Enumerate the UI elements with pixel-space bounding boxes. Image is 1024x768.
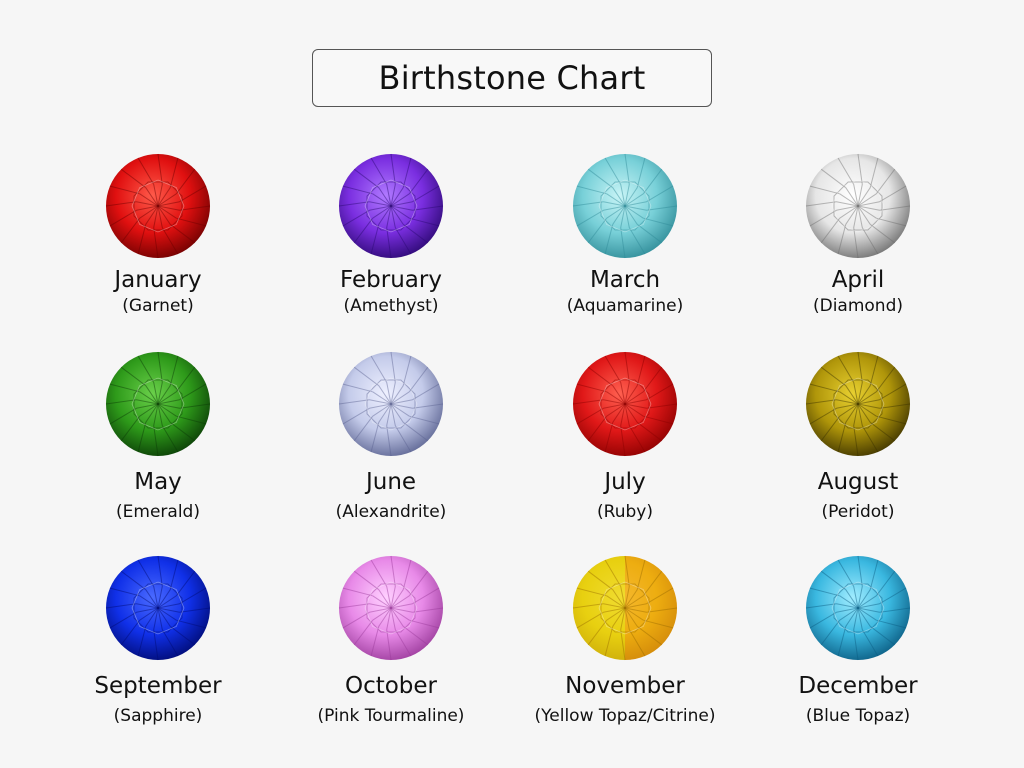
- gem-icon: [105, 555, 211, 661]
- month-label: October: [344, 673, 438, 699]
- stone-label: (Blue Topaz): [805, 706, 911, 726]
- birthstone-may: May (Emerald): [43, 351, 273, 523]
- gem-icon: [338, 351, 444, 457]
- birthstone-july: July (Ruby): [510, 351, 740, 523]
- birthstone-june: June (Alexandrite): [276, 351, 506, 523]
- gem-icon: [805, 555, 911, 661]
- birthstone-december: December (Blue Topaz): [743, 555, 973, 727]
- stone-label: (Yellow Topaz/Citrine): [534, 706, 716, 726]
- gem-icon: [338, 153, 444, 259]
- month-label: June: [365, 469, 417, 495]
- stone-label: (Ruby): [597, 502, 653, 522]
- month-label: December: [798, 673, 918, 699]
- month-label: May: [134, 469, 182, 495]
- gem-icon: [105, 153, 211, 259]
- birthstone-september: September (Sapphire): [43, 555, 273, 727]
- stone-label: (Emerald): [116, 502, 200, 522]
- stone-label: (Peridot): [821, 502, 895, 522]
- month-label: March: [589, 267, 661, 293]
- birthstone-april: April (Diamond): [743, 153, 973, 317]
- chart-title: Birthstone Chart: [312, 49, 712, 107]
- birthstone-october: October (Pink Tourmaline): [276, 555, 506, 727]
- gem-icon: [572, 555, 678, 661]
- stone-label: (Aquamarine): [566, 296, 684, 316]
- stone-label: (Amethyst): [343, 296, 439, 316]
- month-label: November: [565, 673, 685, 699]
- stone-label: (Diamond): [812, 296, 904, 316]
- gem-icon: [572, 351, 678, 457]
- gem-icon: [805, 153, 911, 259]
- birthstone-february: February (Amethyst): [276, 153, 506, 317]
- gem-icon: [105, 351, 211, 457]
- month-label: April: [831, 267, 885, 293]
- gem-icon: [338, 555, 444, 661]
- month-label: February: [340, 267, 442, 293]
- birthstone-march: March (Aquamarine): [510, 153, 740, 317]
- gem-icon: [572, 153, 678, 259]
- month-label: September: [94, 673, 222, 699]
- stone-label: (Garnet): [122, 296, 194, 316]
- birthstone-august: August (Peridot): [743, 351, 973, 523]
- birthstone-january: January (Garnet): [43, 153, 273, 317]
- month-label: July: [604, 469, 646, 495]
- month-label: January: [114, 267, 202, 293]
- stone-label: (Pink Tourmaline): [317, 706, 465, 726]
- stone-label: (Alexandrite): [335, 502, 447, 522]
- stone-label: (Sapphire): [113, 706, 203, 726]
- month-label: August: [817, 469, 899, 495]
- birthstone-november: November (Yellow Topaz/Citrine): [510, 555, 740, 727]
- gem-icon: [805, 351, 911, 457]
